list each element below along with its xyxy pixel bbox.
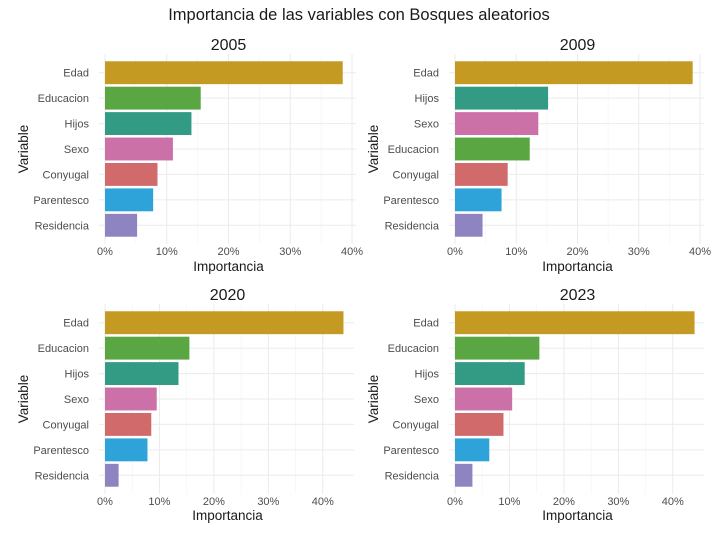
y-tick-label: Educacion <box>38 93 89 105</box>
y-axis-title: Variable <box>16 375 31 424</box>
bar-edad <box>105 61 343 85</box>
panel-title: 2023 <box>560 287 596 304</box>
panel-title: 2020 <box>210 287 246 304</box>
y-tick-label: Hijos <box>65 369 90 381</box>
bar-edad <box>455 61 693 85</box>
y-tick-label: Edad <box>413 318 439 330</box>
x-axis-title: Importancia <box>193 259 264 274</box>
y-tick-label: Residencia <box>35 220 90 232</box>
y-tick-label: Conyugal <box>393 419 439 431</box>
x-tick-label: 0% <box>97 246 113 258</box>
y-axis-title: Variable <box>366 125 381 174</box>
bar-parentesco <box>455 438 490 462</box>
y-tick-label: Residencia <box>385 220 440 232</box>
bar-sexo <box>105 137 173 161</box>
bar-hijos <box>455 86 549 110</box>
bar-hijos <box>455 362 525 386</box>
y-tick-label: Parentesco <box>383 445 439 457</box>
y-tick-label: Sexo <box>64 394 89 406</box>
y-axis-title: Variable <box>16 125 31 174</box>
y-tick-label: Sexo <box>64 144 89 156</box>
y-tick-label: Conyugal <box>43 419 89 431</box>
bar-residencia <box>455 213 483 237</box>
x-tick-label: 10% <box>505 246 527 258</box>
x-tick-label: 30% <box>279 246 301 258</box>
figure-title: Importancia de las variables con Bosques… <box>168 6 550 24</box>
panel-2023: Edad Educacion Hijos Sexo Conyugal Parentesco… <box>366 287 704 523</box>
bar-conyugal <box>455 412 504 436</box>
x-axis-title: Importancia <box>542 259 613 274</box>
y-tick-label: Conyugal <box>43 169 89 181</box>
panel-title: 2009 <box>560 37 596 54</box>
y-tick-label: Hijos <box>415 93 440 105</box>
panel-title: 2005 <box>211 37 247 54</box>
x-tick-label: 0% <box>447 246 463 258</box>
panel-2005: Edad Educacion Hijos Sexo Conyugal Parentesco… <box>16 37 363 274</box>
bar-residencia <box>105 463 119 487</box>
y-tick-label: Conyugal <box>393 169 439 181</box>
bar-edad <box>105 311 344 335</box>
x-axis-title: Importancia <box>542 508 613 523</box>
x-tick-label: 10% <box>498 496 520 508</box>
y-tick-label: Sexo <box>414 394 439 406</box>
y-tick-label: Residencia <box>385 470 440 482</box>
y-tick-label: Sexo <box>414 119 439 131</box>
x-tick-label: 40% <box>312 496 334 508</box>
bar-educacion <box>105 336 190 360</box>
bar-sexo <box>105 387 157 411</box>
x-tick-label: 40% <box>662 496 684 508</box>
bar-edad <box>455 311 695 335</box>
bar-hijos <box>105 362 179 386</box>
y-axis-title: Variable <box>366 375 381 424</box>
x-tick-label: 40% <box>689 246 711 258</box>
y-tick-label: Educacion <box>388 343 439 355</box>
x-axis-title: Importancia <box>192 508 263 523</box>
y-tick-label: Educacion <box>388 144 439 156</box>
bar-parentesco <box>105 438 148 462</box>
x-tick-label: 30% <box>257 496 279 508</box>
panel-2020: Edad Educacion Hijos Sexo Conyugal Parentesco… <box>16 287 354 523</box>
bar-hijos <box>105 112 192 136</box>
y-tick-label: Edad <box>63 68 89 80</box>
y-tick-label: Parentesco <box>33 195 89 207</box>
x-tick-label: 30% <box>628 246 650 258</box>
bar-parentesco <box>455 188 502 212</box>
panel-2009: Edad Hijos Sexo Educacion Conyugal Parentesco… <box>366 37 711 274</box>
y-tick-label: Parentesco <box>33 445 89 457</box>
x-tick-label: 10% <box>156 246 178 258</box>
bar-conyugal <box>105 412 152 436</box>
x-tick-label: 40% <box>341 246 363 258</box>
panels: Edad Educacion Hijos Sexo Conyugal Parentesco… <box>16 37 711 523</box>
x-tick-label: 0% <box>97 496 113 508</box>
y-tick-label: Parentesco <box>383 195 439 207</box>
bar-conyugal <box>455 162 508 186</box>
bar-sexo <box>455 387 513 411</box>
y-tick-label: Hijos <box>415 369 440 381</box>
x-tick-label: 0% <box>447 496 463 508</box>
y-tick-label: Edad <box>413 68 439 80</box>
bar-educacion <box>105 86 201 110</box>
bar-residencia <box>455 463 473 487</box>
x-tick-label: 20% <box>203 496 225 508</box>
x-tick-label: 20% <box>217 246 239 258</box>
x-tick-label: 30% <box>607 496 629 508</box>
bar-residencia <box>105 213 138 237</box>
x-tick-label: 20% <box>566 246 588 258</box>
y-tick-label: Hijos <box>65 119 90 131</box>
x-tick-label: 10% <box>148 496 170 508</box>
x-tick-label: 20% <box>553 496 575 508</box>
bar-sexo <box>455 112 539 136</box>
bar-parentesco <box>105 188 154 212</box>
y-tick-label: Educacion <box>38 343 89 355</box>
y-tick-label: Residencia <box>35 470 90 482</box>
y-tick-label: Edad <box>63 318 89 330</box>
bar-educacion <box>455 336 540 360</box>
bar-educacion <box>455 137 530 161</box>
bar-conyugal <box>105 162 158 186</box>
